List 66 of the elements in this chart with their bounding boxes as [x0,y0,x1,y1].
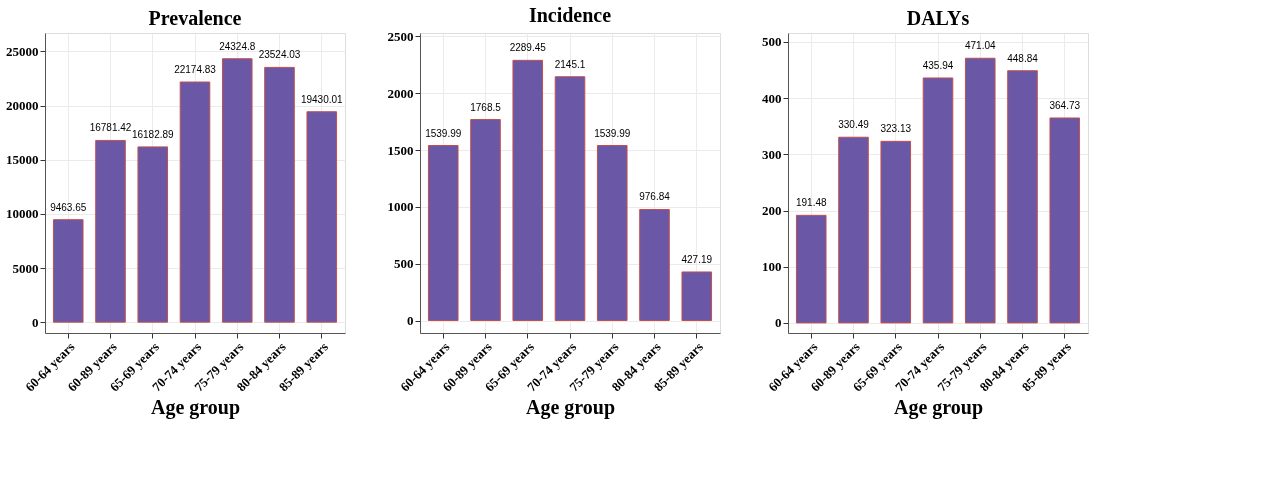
data-label: 1539.99 [594,127,631,139]
data-label: 191.48 [795,197,827,209]
bar [264,66,295,323]
y-tick-label: 400 [762,90,782,106]
bar [554,76,586,321]
x-axis-title: Age group [525,396,616,420]
data-label: 9463.65 [50,201,87,213]
data-label: 22174.83 [174,64,217,76]
x-axis-title: Age group [150,396,241,420]
y-tick-label: 0 [32,314,39,330]
data-label: 1768.5 [470,101,502,113]
chart-title: DALYs [906,7,970,29]
data-label: 330.49 [838,119,870,131]
bar [681,271,713,321]
x-axis-title: Age group [893,396,984,420]
bar [880,140,912,324]
bar [470,119,501,321]
y-tick-label: 2000 [387,85,414,101]
data-label: 427.19 [681,253,713,265]
y-tick-label: 25000 [6,43,39,59]
data-label: 1539.99 [425,127,462,139]
y-tick-label: 0 [407,313,414,328]
chart-title: Prevalence [148,7,242,29]
y-tick-label: 100 [762,259,782,275]
y-tick-label: 2500 [387,28,414,44]
chart-title: Incidence [528,4,612,27]
y-tick-label: 1000 [387,199,414,215]
bar [95,139,126,323]
y-tick-label: 0 [775,315,782,331]
data-label: 2289.45 [509,42,547,54]
data-label: 435.94 [922,59,954,71]
bar [52,219,84,323]
data-label: 2145.1 [554,58,586,70]
y-tick-label: 15000 [6,152,39,168]
y-tick-label: 300 [762,146,782,162]
data-label: 16781.42 [89,122,132,134]
data-label: 16182.89 [131,128,175,140]
bar [795,214,827,324]
y-tick-label: 500 [762,34,782,50]
y-tick-label: 5000 [12,260,39,276]
data-label: 976.84 [639,191,671,203]
bar [179,81,211,323]
y-tick-label: 500 [394,256,414,272]
y-tick-label: 20000 [6,98,39,114]
bar [512,59,544,321]
bar [639,209,670,321]
data-label: 19430.01 [300,93,344,105]
bar [596,145,628,321]
data-label: 471.04 [964,40,996,52]
bar [427,145,459,321]
data-label: 24324.8 [219,40,256,52]
y-tick-label: 10000 [6,206,39,222]
y-tick-label: 200 [762,203,782,219]
bar [221,58,253,323]
bar [838,136,869,324]
data-label: 323.13 [880,123,912,135]
bar [137,146,169,323]
bar [964,57,996,324]
bar [1007,70,1038,324]
data-label: 364.73 [1049,99,1081,111]
data-label: 448.84 [1007,52,1039,64]
data-label: 23524.03 [258,49,301,61]
bar [922,77,954,324]
bar [306,111,338,323]
bar [1049,117,1081,324]
y-tick-label: 1500 [387,142,414,158]
